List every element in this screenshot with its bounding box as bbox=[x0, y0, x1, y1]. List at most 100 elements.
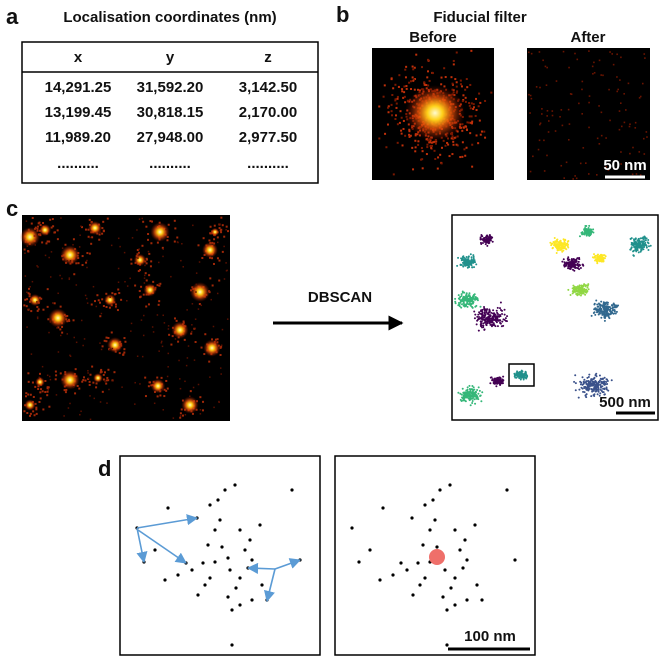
localisation bbox=[465, 299, 468, 302]
photon bbox=[25, 392, 28, 395]
photon bbox=[46, 305, 49, 308]
localisation bbox=[573, 269, 576, 272]
localisation bbox=[607, 389, 610, 392]
localisation bbox=[473, 310, 476, 313]
localisation bbox=[594, 374, 597, 377]
photon bbox=[182, 266, 185, 268]
point bbox=[350, 526, 354, 530]
point bbox=[234, 586, 238, 590]
localisation bbox=[472, 393, 475, 396]
photon bbox=[537, 148, 540, 151]
localisation bbox=[469, 388, 472, 391]
photon bbox=[383, 84, 386, 87]
localisation bbox=[578, 284, 581, 287]
localisation bbox=[578, 257, 581, 260]
point bbox=[208, 503, 212, 507]
photon bbox=[59, 328, 62, 331]
localisation bbox=[582, 292, 585, 295]
photon bbox=[123, 348, 126, 351]
point bbox=[250, 598, 254, 602]
photon bbox=[110, 244, 113, 247]
localisation bbox=[496, 306, 499, 309]
photon bbox=[459, 156, 462, 159]
photon bbox=[462, 126, 465, 129]
localisation bbox=[647, 242, 650, 245]
localisation bbox=[482, 316, 485, 319]
photon bbox=[430, 144, 433, 147]
photon bbox=[99, 231, 101, 233]
localisation bbox=[617, 304, 620, 307]
photon bbox=[152, 280, 155, 283]
photon bbox=[202, 400, 205, 403]
localisation bbox=[461, 387, 464, 390]
photon bbox=[88, 383, 91, 386]
highlight-box bbox=[508, 363, 535, 387]
photon bbox=[161, 246, 164, 249]
point bbox=[433, 518, 437, 522]
localisation bbox=[469, 396, 472, 399]
photon bbox=[114, 303, 117, 306]
photon bbox=[403, 95, 406, 98]
photon bbox=[582, 147, 585, 149]
photon bbox=[611, 53, 614, 55]
photon bbox=[465, 128, 468, 131]
photon bbox=[26, 291, 28, 293]
photon bbox=[193, 327, 196, 330]
photon bbox=[139, 383, 141, 385]
photon bbox=[72, 244, 74, 246]
photon bbox=[395, 106, 398, 109]
photon bbox=[118, 352, 121, 355]
point bbox=[201, 561, 205, 565]
photon bbox=[560, 109, 563, 111]
point bbox=[428, 528, 432, 532]
localisation bbox=[612, 312, 615, 315]
localisation bbox=[459, 398, 462, 401]
photon bbox=[428, 141, 431, 144]
photon bbox=[81, 264, 84, 267]
photon bbox=[23, 304, 26, 307]
photon bbox=[100, 348, 103, 351]
localisation bbox=[596, 393, 599, 396]
localisation bbox=[472, 257, 475, 260]
photon bbox=[41, 241, 44, 244]
photon bbox=[638, 97, 641, 99]
photon bbox=[144, 376, 147, 379]
photon bbox=[455, 91, 458, 94]
photon bbox=[46, 240, 49, 243]
localisation bbox=[461, 396, 464, 399]
panel-label: b bbox=[336, 2, 349, 27]
localisation bbox=[478, 389, 481, 392]
photon bbox=[101, 227, 104, 230]
photon bbox=[451, 83, 454, 86]
photon bbox=[89, 236, 91, 239]
photon bbox=[138, 248, 140, 250]
localisation bbox=[570, 261, 573, 264]
photon bbox=[396, 97, 399, 100]
localisation bbox=[516, 375, 519, 378]
blob-glow bbox=[88, 221, 102, 235]
photon bbox=[555, 80, 558, 82]
localisation bbox=[477, 329, 480, 332]
photon bbox=[29, 412, 32, 415]
localisation bbox=[584, 289, 587, 292]
photon bbox=[478, 119, 481, 122]
photon bbox=[421, 167, 424, 170]
photon bbox=[490, 91, 493, 94]
photon bbox=[130, 258, 133, 261]
localisation bbox=[463, 303, 466, 306]
photon bbox=[181, 242, 183, 245]
localisation bbox=[525, 377, 528, 380]
localisation bbox=[645, 237, 648, 240]
photon bbox=[177, 340, 180, 343]
photon bbox=[480, 130, 483, 133]
localisation bbox=[614, 312, 617, 315]
photon bbox=[163, 388, 166, 391]
point bbox=[458, 548, 462, 552]
photon bbox=[137, 257, 139, 259]
localisation bbox=[577, 293, 580, 296]
photon bbox=[147, 303, 150, 306]
localisation bbox=[475, 323, 478, 326]
localisation bbox=[463, 397, 466, 400]
photon bbox=[218, 279, 221, 282]
